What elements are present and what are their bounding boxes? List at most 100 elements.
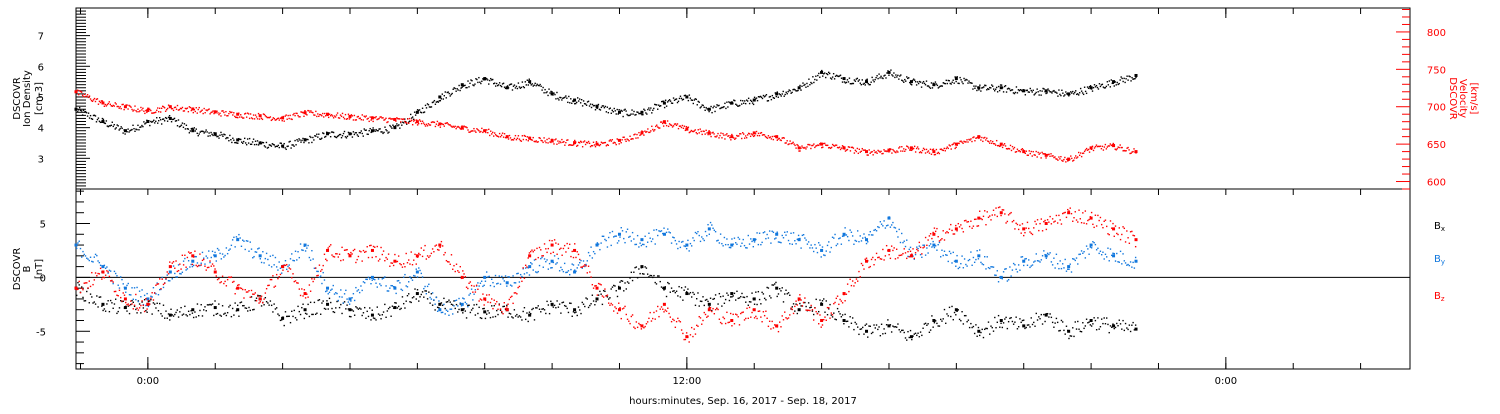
sample-point	[789, 314, 790, 315]
sample-point	[526, 312, 527, 313]
sample-point	[397, 280, 398, 281]
sample-point	[262, 119, 263, 120]
sample-point	[999, 206, 1000, 207]
sample-point	[1127, 329, 1128, 330]
sample-point	[844, 300, 845, 301]
sample-point	[231, 276, 232, 277]
sample-point	[106, 266, 107, 267]
sample-point	[756, 304, 757, 305]
sample-point	[566, 97, 567, 98]
sample-point	[778, 241, 779, 242]
sample-point	[89, 260, 90, 261]
sample-point	[529, 312, 530, 313]
sample-point	[876, 75, 877, 76]
sample-point	[761, 132, 762, 133]
sample-point	[422, 121, 423, 122]
sample-point	[1027, 265, 1028, 266]
sample-point	[899, 146, 900, 147]
sample-point	[294, 140, 295, 141]
sample-point	[328, 293, 329, 294]
sample-point	[110, 104, 111, 105]
data-point	[730, 292, 733, 295]
sample-point	[1127, 264, 1128, 265]
sample-point	[172, 108, 173, 109]
sample-point	[710, 298, 711, 299]
sample-point	[797, 145, 798, 146]
sample-point	[165, 310, 166, 311]
sample-point	[452, 269, 453, 270]
sample-point	[799, 303, 800, 304]
sample-point	[458, 298, 459, 299]
sample-point	[203, 309, 204, 310]
sample-point	[585, 265, 586, 266]
sample-point	[533, 308, 534, 309]
sample-point	[980, 139, 981, 140]
sample-point	[738, 135, 739, 136]
sample-point	[765, 95, 766, 96]
sample-point	[795, 303, 796, 304]
sample-point	[181, 108, 182, 109]
sample-point	[432, 305, 433, 306]
sample-point	[329, 132, 330, 133]
sample-point	[512, 317, 513, 318]
sample-point	[1059, 158, 1060, 159]
sample-point	[150, 299, 151, 300]
sample-point	[553, 143, 554, 144]
sample-point	[877, 226, 878, 227]
sample-point	[172, 314, 173, 315]
sample-point	[481, 281, 482, 282]
data-point	[573, 249, 576, 252]
sample-point	[963, 78, 964, 79]
sample-point	[100, 102, 101, 103]
sample-point	[345, 114, 346, 115]
sample-point	[712, 107, 713, 108]
sample-point	[958, 83, 959, 84]
sample-point	[719, 135, 720, 136]
sample-point	[593, 287, 594, 288]
sample-point	[1111, 255, 1112, 256]
sample-point	[273, 264, 274, 265]
sample-point	[77, 282, 78, 283]
sample-point	[612, 286, 613, 287]
sample-point	[517, 316, 518, 317]
sample-point	[904, 332, 905, 333]
sample-point	[387, 121, 388, 122]
sample-point	[354, 315, 355, 316]
series-by	[75, 216, 1138, 316]
sample-point	[1007, 221, 1008, 222]
sample-point	[566, 272, 567, 273]
sample-point	[1035, 92, 1036, 93]
sample-point	[1013, 220, 1014, 221]
sample-point	[984, 137, 985, 138]
sample-point	[417, 256, 418, 257]
sample-point	[120, 126, 121, 127]
sample-point	[201, 264, 202, 265]
sample-point	[951, 83, 952, 84]
sample-point	[248, 290, 249, 291]
sample-point	[775, 326, 776, 327]
sample-point	[241, 288, 242, 289]
sample-point	[818, 323, 819, 324]
sample-point	[119, 106, 120, 107]
sample-point	[999, 90, 1000, 91]
sample-point	[852, 317, 853, 318]
sample-point	[1051, 261, 1052, 262]
sample-point	[985, 85, 986, 86]
sample-point	[876, 253, 877, 254]
sample-point	[1053, 258, 1054, 259]
sample-point	[297, 140, 298, 141]
sample-point	[1092, 90, 1093, 91]
sample-point	[411, 302, 412, 303]
data-point	[259, 297, 262, 300]
sample-point	[592, 145, 593, 146]
sample-point	[465, 310, 466, 311]
sample-point	[240, 139, 241, 140]
sample-point	[339, 307, 340, 308]
sample-point	[642, 273, 643, 274]
sample-point	[551, 139, 552, 140]
sample-point	[963, 323, 964, 324]
sample-point	[360, 118, 361, 119]
sample-point	[400, 289, 401, 290]
sample-point	[560, 97, 561, 98]
sample-point	[766, 234, 767, 235]
